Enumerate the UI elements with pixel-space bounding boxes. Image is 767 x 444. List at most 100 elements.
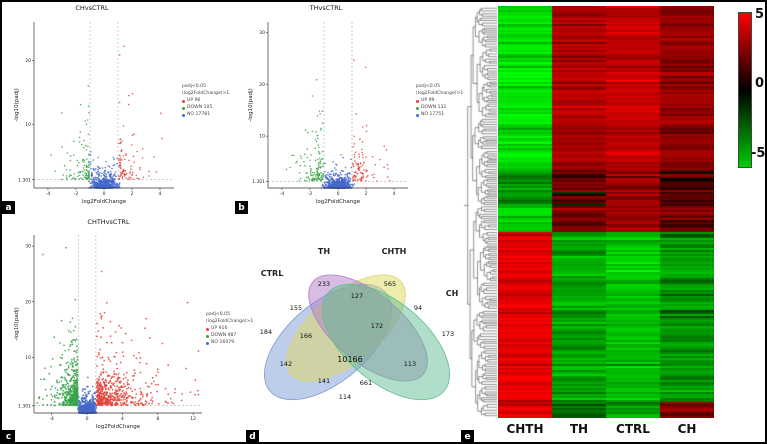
svg-text:12: 12 <box>190 416 196 422</box>
legend-down-label: DOWN 132 <box>421 104 447 110</box>
legend-item-no: NO 17751 <box>416 112 463 119</box>
legend-item-no: NO 16079 <box>206 340 253 347</box>
svg-text:20: 20 <box>25 299 31 305</box>
no-dot-icon <box>416 113 419 117</box>
colorbar <box>738 12 752 168</box>
svg-text:113: 113 <box>404 360 416 368</box>
svg-text:184: 184 <box>260 328 272 336</box>
svg-text:155: 155 <box>290 304 302 312</box>
legend-up-label: UP 916 <box>211 325 228 331</box>
svg-text:2: 2 <box>365 191 368 197</box>
svg-text:173: 173 <box>442 330 454 338</box>
panel-e-heatmap: CHTH TH CTRL CH 5 0 -5 <box>462 4 766 442</box>
heatmap-col-ctrl: CTRL <box>616 422 650 436</box>
legend-item-up: UP 916 <box>206 326 253 333</box>
colorbar-min-label: -5 <box>751 146 766 161</box>
heatmap-col-th: TH <box>569 422 589 436</box>
down-dot-icon <box>206 334 209 338</box>
svg-text:CHTH: CHTH <box>382 247 407 256</box>
svg-text:-log10(padj): -log10(padj) <box>14 307 20 341</box>
legend-item-down: DOWN 987 <box>206 333 253 340</box>
svg-text:-2: -2 <box>308 191 313 197</box>
volcano-plot-chvsctrl: -4 -2 0 2 4 1.301 10 20 log2FoldChange -log10(pad… <box>14 22 174 205</box>
venn-diagram: CTRL TH CHTH CH 184 233 565 173 155 127 94 166 172 14… <box>260 247 459 401</box>
svg-text:4: 4 <box>121 416 124 422</box>
panel-a-legend: padj<0.05 (log2FoldChange)>1 UP 96 DOWN … <box>182 84 229 118</box>
down-dot-icon <box>416 106 419 110</box>
volcano-plot-chthvsctrl: -4 0 4 8 12 1.301 10 20 30 log2FoldChange -log10(p… <box>14 235 202 430</box>
panel-b-title: THvsCTRL <box>309 4 343 12</box>
svg-text:-4: -4 <box>280 191 285 197</box>
heatmap-col-chth: CHTH <box>506 422 544 436</box>
svg-text:114: 114 <box>339 393 351 401</box>
svg-text:1.301: 1.301 <box>18 403 31 409</box>
svg-text:0: 0 <box>103 191 106 197</box>
svg-text:20: 20 <box>25 58 31 64</box>
down-dot-icon <box>182 106 185 110</box>
legend-item-up: UP 99 <box>416 98 463 105</box>
svg-text:20: 20 <box>259 82 265 88</box>
svg-text:-4: -4 <box>46 191 51 197</box>
svg-text:565: 565 <box>384 280 396 288</box>
dendrogram-canvas <box>463 6 497 418</box>
svg-text:-log10(padj): -log10(padj) <box>14 88 20 122</box>
heatmap-col-ch: CH <box>677 422 697 436</box>
legend-item-no: NO 17781 <box>182 112 229 119</box>
panel-c-volcano-chthvsctrl: CHTHvsCTRL -4 0 4 8 12 1.301 10 20 30 log2FoldCha… <box>6 216 258 442</box>
svg-text:10: 10 <box>25 355 31 361</box>
legend-subtitle: (log2FoldChange)>1 <box>182 90 230 96</box>
panel-label-a: a <box>2 201 15 214</box>
svg-text:1.301: 1.301 <box>18 177 31 183</box>
svg-text:log2FoldChange: log2FoldChange <box>316 199 361 205</box>
panel-b-volcano-thvsctrl: THvsCTRL -4 -2 0 2 4 1.301 10 20 30 log2FoldChang… <box>240 4 472 214</box>
legend-up-label: UP 96 <box>187 97 201 103</box>
legend-up-label: UP 99 <box>421 97 435 103</box>
svg-text:127: 127 <box>351 292 363 300</box>
svg-text:233: 233 <box>318 280 330 288</box>
legend-no-label: NO 16079 <box>211 339 235 345</box>
legend-subtitle: (log2FoldChange)>1 <box>206 318 254 324</box>
panel-a-volcano-chvsctrl: CHvsCTRL -4 -2 0 2 4 1.301 10 20 log2FoldChange -… <box>6 4 238 214</box>
up-dot-icon <box>182 99 185 103</box>
svg-text:CH: CH <box>446 289 459 298</box>
svg-text:4: 4 <box>159 191 162 197</box>
svg-text:141: 141 <box>318 377 330 385</box>
svg-text:2: 2 <box>131 191 134 197</box>
volcano-plot-thvsctrl: -4 -2 0 2 4 1.301 10 20 30 log2FoldChange -log10(p… <box>248 22 408 205</box>
legend-no-label: NO 17751 <box>421 111 445 117</box>
svg-text:TH: TH <box>318 247 330 256</box>
legend-no-label: NO 17781 <box>187 111 211 117</box>
colorbar-mid-label: 0 <box>755 76 765 91</box>
svg-text:30: 30 <box>25 244 31 250</box>
panel-a-title: CHvsCTRL <box>75 4 109 12</box>
svg-text:172: 172 <box>371 322 383 330</box>
heatmap-canvas <box>498 6 714 418</box>
legend-item-down: DOWN 105 <box>182 105 229 112</box>
panel-label-c: c <box>2 430 15 442</box>
svg-text:30: 30 <box>259 30 265 36</box>
svg-text:0: 0 <box>86 416 89 422</box>
legend-subtitle: (log2FoldChange)>1 <box>416 90 464 96</box>
up-dot-icon <box>416 99 419 103</box>
svg-text:10166: 10166 <box>337 355 362 364</box>
no-dot-icon <box>182 113 185 117</box>
panel-label-d: d <box>246 430 259 442</box>
svg-text:166: 166 <box>300 332 312 340</box>
panel-b-legend: padj<0.05 (log2FoldChange)>1 UP 99 DOWN … <box>416 84 463 118</box>
legend-down-label: DOWN 105 <box>187 104 213 110</box>
svg-text:-log10(padj): -log10(padj) <box>248 88 254 122</box>
svg-text:CTRL: CTRL <box>261 269 284 278</box>
svg-text:0: 0 <box>337 191 340 197</box>
legend-title: padj<0.05 <box>182 84 207 89</box>
svg-text:8: 8 <box>156 416 159 422</box>
svg-text:log2FoldChange: log2FoldChange <box>82 199 127 205</box>
legend-title: padj<0.05 <box>206 312 231 317</box>
no-dot-icon <box>206 341 209 345</box>
panel-d-venn: CTRL TH CHTH CH 184 233 565 173 155 127 94 166 172 14… <box>244 232 469 437</box>
svg-text:-4: -4 <box>49 416 54 422</box>
svg-text:661: 661 <box>360 379 372 387</box>
legend-title: padj<0.05 <box>416 84 441 89</box>
svg-text:142: 142 <box>280 360 292 368</box>
panel-c-legend: padj<0.05 (log2FoldChange)>1 UP 916 DOWN… <box>206 312 253 346</box>
legend-item-down: DOWN 132 <box>416 105 463 112</box>
